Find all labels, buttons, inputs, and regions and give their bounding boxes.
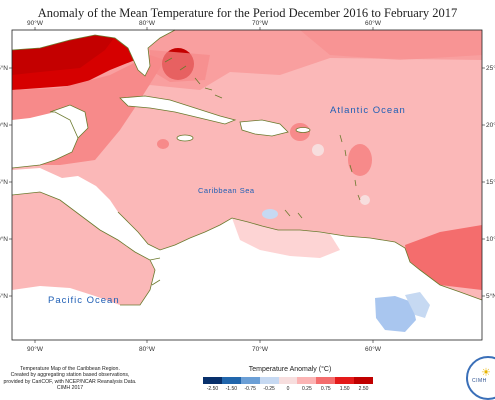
legend-swatch	[297, 377, 317, 384]
legend-tick-label: 2.50	[358, 386, 369, 392]
map-title: Anomaly of the Mean Temperature for the …	[37, 6, 458, 20]
legend-color-bar	[203, 377, 374, 384]
footnote-line: Created by aggregating station based obs…	[10, 372, 130, 379]
anomaly-spot-jamaica	[157, 139, 169, 149]
lat-right-label: 10°N	[486, 235, 495, 243]
legend-swatch	[278, 377, 298, 384]
cimh-logo: ☀ CIMH	[466, 356, 495, 400]
legend-tick-label: -0.75	[244, 386, 256, 392]
lon-top-label: 80°W	[139, 19, 156, 27]
sun-icon: ☀	[481, 367, 491, 379]
anomaly-spot-antilles	[348, 144, 372, 176]
legend-swatch	[335, 377, 355, 384]
footnote-line: Temperature Map of the Caribbean Region.	[20, 366, 120, 372]
us-land	[12, 30, 175, 76]
map-footnote: Temperature Map of the Caribbean Region.…	[0, 366, 140, 391]
legend-tick-label: -2.50	[206, 386, 219, 392]
puerto-rico-land	[296, 127, 310, 133]
logo-text: CIMH	[472, 378, 487, 384]
legend-ticks: -2.50 -1.50 -0.75 -0.25 0 0.25 0.75 1.50 2.50	[203, 386, 373, 394]
anomaly-zone-northeast	[300, 30, 482, 60]
lat-left-label: 0°N	[0, 121, 8, 129]
legend-tick-label: 0.25	[302, 386, 312, 392]
hispaniola-land	[240, 120, 288, 136]
lon-top-label: 70°W	[252, 19, 269, 27]
anomaly-zone-north	[12, 30, 482, 160]
yucatan-peninsula	[50, 105, 88, 138]
anomaly-spot-cool-3	[360, 195, 370, 205]
yucatan-land	[12, 112, 78, 168]
lat-right-label: 25°N	[486, 64, 495, 72]
lon-top-label: 90°W	[27, 19, 44, 27]
jamaica-land	[177, 135, 193, 141]
venezuela-anomaly	[232, 218, 340, 258]
cuba-land	[120, 96, 235, 124]
legend-swatch	[221, 377, 241, 384]
legend-swatch	[203, 377, 222, 384]
map-frame	[11, 29, 483, 341]
lat-left-label: 5°N	[0, 178, 8, 186]
lon-bottom-label: 80°W	[139, 345, 156, 353]
lon-bottom-label: 70°W	[252, 345, 269, 353]
footnote-line: CIMH 2017	[56, 384, 84, 391]
atlantic-ocean-label: Atlantic Ocean	[330, 105, 406, 116]
lat-right-label: 15°N	[486, 178, 495, 186]
coastlines	[11, 29, 483, 306]
lat-left-label: 0°N	[0, 235, 8, 243]
legend-tick-label: 0	[286, 386, 290, 392]
anomaly-spot-cool-2	[262, 209, 278, 219]
anomaly-spot-cool-1	[312, 144, 324, 156]
lon-bottom-label: 60°W	[365, 345, 382, 353]
legend-tick-label: -1.50	[225, 386, 238, 392]
legend-tick-label: 0.75	[320, 386, 331, 392]
lon-bottom-label: 90°W	[27, 345, 44, 353]
legend-tick-label: 1.50	[339, 386, 350, 392]
lat-right-label: 20°N	[486, 121, 495, 129]
anomaly-zone-bahamas	[150, 50, 210, 82]
legend-swatch	[240, 377, 260, 384]
caribbean-sea-label: Caribbean Sea	[198, 186, 255, 195]
legend-swatch	[316, 377, 336, 384]
guiana-cool-zone-2	[405, 292, 430, 318]
central-america-land	[12, 168, 482, 340]
footnote-line: provided by CariCOF, with NCEP/NCAR Rean…	[3, 378, 137, 385]
legend-swatch	[259, 377, 279, 384]
pacific-ocean-label: Pacific Ocean	[48, 295, 120, 306]
lat-left-label: 5°N	[0, 64, 8, 72]
legend-swatch	[354, 377, 374, 384]
guiana-cool-zone	[375, 296, 416, 332]
lon-top-label: 60°W	[365, 19, 382, 27]
legend-title: Temperature Anomaly (°C)	[248, 366, 332, 373]
lat-right-label: 5°N	[486, 292, 495, 300]
lat-left-label: 5°N	[0, 292, 8, 300]
axis-ticks	[9, 27, 485, 343]
legend-tick-label: -0.25	[263, 386, 275, 392]
